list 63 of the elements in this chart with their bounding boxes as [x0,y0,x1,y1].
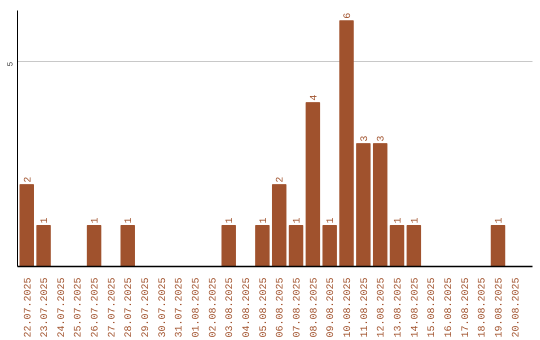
x-tick-label: 06.08.2025 [276,277,287,338]
x-tick-label: 08.08.2025 [309,277,320,338]
data-label: 1 [225,218,236,224]
bar [20,184,34,266]
x-tick-label: 04.08.2025 [242,277,254,338]
data-label: 1 [40,218,52,224]
x-tick-label: 20.08.2025 [511,277,522,338]
x-tick-label: 18.08.2025 [478,277,489,338]
x-tick-label: 03.08.2025 [225,277,236,338]
x-tick-label: 19.08.2025 [494,277,506,338]
data-label: 1 [410,218,422,224]
bar [339,20,354,266]
x-tick-label: 31.07.2025 [174,277,186,338]
x-tick-label: 09.08.2025 [326,277,338,338]
bar [255,225,270,266]
data-label: 1 [326,218,338,224]
x-tick-label: 24.07.2025 [56,277,68,338]
x-tick-label: 26.07.2025 [90,277,102,338]
x-tick-label: 25.07.2025 [74,277,85,338]
data-label: 3 [376,136,388,142]
bar [306,102,320,266]
data-label: 1 [292,218,304,224]
data-label: 1 [494,218,506,224]
x-tick-label: 07.08.2025 [292,277,304,338]
data-label: 1 [90,218,102,224]
bar [36,225,51,266]
x-tick-label: 05.08.2025 [258,277,270,338]
data-label: 6 [343,12,354,19]
bar [356,143,371,266]
x-tick-label: 15.08.2025 [427,277,438,338]
x-tick-label: 27.07.2025 [107,277,118,338]
bar [490,225,506,266]
x-tick-label: 17.08.2025 [460,277,472,338]
bar [406,225,422,266]
data-label: 2 [23,176,34,183]
data-label: 1 [394,218,405,224]
bar [272,184,286,266]
data-label: 1 [124,218,136,224]
bar [221,225,236,266]
data-label: 3 [360,136,371,142]
x-tick-label: 29.07.2025 [141,277,152,338]
x-tick-label: 10.08.2025 [343,277,354,338]
x-tick-label: 28.07.2025 [124,277,136,338]
data-label: 1 [258,218,270,224]
bar [322,225,337,266]
x-tick-label: 23.07.2025 [40,277,52,338]
x-tick-label: 11.08.2025 [360,277,371,338]
bar [372,143,388,266]
data-label: 2 [276,176,287,183]
x-tick-label: 16.08.2025 [444,277,456,338]
x-tick-label: 12.08.2025 [376,277,388,338]
data-label: 4 [309,94,320,101]
x-tick-label: 14.08.2025 [410,277,422,338]
x-tick-label: 30.07.2025 [158,277,169,338]
x-tick-label: 22.07.2025 [23,277,34,338]
bar [288,225,304,266]
bar [86,225,102,266]
y-tick-label: 5 [6,62,16,66]
bar [120,225,135,266]
x-tick-label: 13.08.2025 [394,277,405,338]
x-tick-label: 01.08.2025 [192,277,203,338]
bar [390,225,404,266]
x-tick-label: 02.08.2025 [208,277,220,338]
